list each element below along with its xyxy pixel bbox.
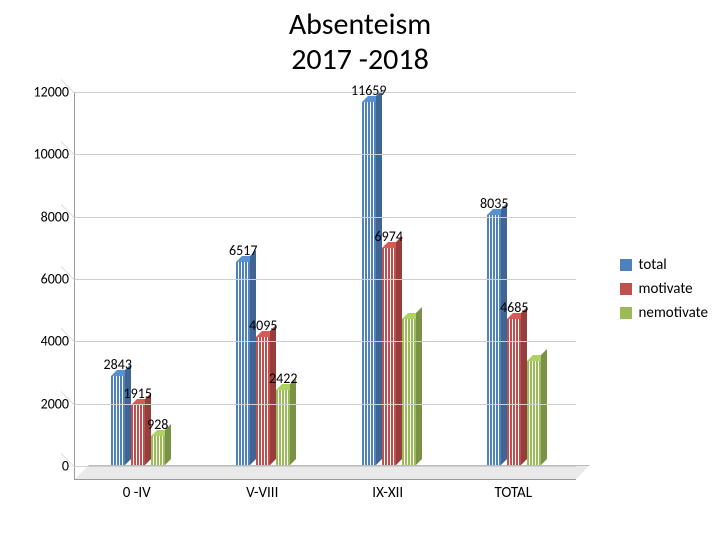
data-label: 4685 <box>500 299 528 316</box>
chart-title: Absenteism 2017 -2018 <box>0 0 720 77</box>
bar <box>276 390 290 465</box>
gridline <box>75 341 576 342</box>
data-label: 2422 <box>269 370 297 387</box>
chart-floor <box>75 465 590 479</box>
x-axis-label: 0 -IV <box>123 484 151 502</box>
x-axis-label: IX-XII <box>372 484 403 502</box>
y-axis-label: 6000 <box>41 271 75 288</box>
gridline <box>75 404 576 405</box>
legend-label: total <box>638 256 666 274</box>
data-label: 11659 <box>351 82 386 99</box>
legend-swatch-motivate <box>620 283 632 295</box>
bar <box>362 102 376 465</box>
gridline <box>75 466 576 467</box>
bar <box>527 361 541 465</box>
data-label: 8035 <box>480 195 508 212</box>
data-label: 4095 <box>249 317 277 334</box>
gridline <box>75 279 576 280</box>
y-axis-label: 2000 <box>41 395 75 412</box>
bar <box>487 215 501 465</box>
legend: total motivate nemotivate <box>620 250 708 328</box>
data-label: 1915 <box>124 385 152 402</box>
title-line-2: 2017 -2018 <box>0 43 720 78</box>
y-axis-label: 4000 <box>41 333 75 350</box>
bar <box>236 262 250 465</box>
chart: 020004000600080001000012000 284319159286… <box>26 92 576 512</box>
data-label: 6517 <box>229 242 257 259</box>
data-label: 2843 <box>104 356 132 373</box>
gridline <box>75 92 576 93</box>
bar <box>131 405 145 465</box>
bar <box>256 337 270 465</box>
legend-item-nemotivate: nemotivate <box>620 304 708 322</box>
x-axis-labels: 0 -IV V-VIII IX-XII TOTAL <box>74 484 576 508</box>
legend-item-total: total <box>620 256 708 274</box>
plot-area: 020004000600080001000012000 284319159286… <box>74 92 576 480</box>
title-line-1: Absenteism <box>0 8 720 43</box>
legend-label: nemotivate <box>638 304 708 322</box>
gridline <box>75 154 576 155</box>
x-axis-label: V-VIII <box>246 484 278 502</box>
bar <box>382 248 396 465</box>
data-label: 6974 <box>375 228 403 245</box>
bar <box>151 436 165 465</box>
y-axis-label: 8000 <box>41 208 75 225</box>
legend-swatch-nemotivate <box>620 307 632 319</box>
gridline <box>75 217 576 218</box>
legend-swatch-total <box>620 259 632 271</box>
legend-item-motivate: motivate <box>620 280 708 298</box>
legend-label: motivate <box>638 280 692 298</box>
data-label: 928 <box>147 416 168 433</box>
x-axis-label: TOTAL <box>494 484 532 502</box>
